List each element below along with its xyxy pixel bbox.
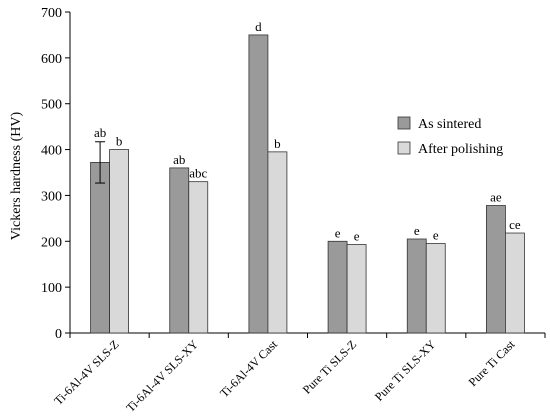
bar-letter-label: ae — [490, 190, 502, 205]
bar-as-sintered — [248, 34, 269, 334]
bar-as-sintered — [327, 240, 348, 334]
x-tick-label: Pure Ti Cast — [466, 337, 518, 389]
bar-as-sintered — [486, 205, 506, 334]
x-axis: Ti-6Al-4V SLS-Z Ti-6Al-4V SLS-XY Ti-6Al-4V… — [51, 332, 546, 415]
y-tick-label: 600 — [41, 52, 62, 67]
bar-as-sintered — [169, 167, 190, 334]
y-tick-label: 400 — [41, 144, 62, 159]
legend-swatch — [397, 116, 411, 130]
x-tick-label: Ti-6Al-4V SLS-XY — [123, 337, 201, 415]
x-tick-label: Pure Ti SLS-XY — [372, 337, 439, 404]
bar-after-polishing — [267, 151, 288, 334]
y-tick-label: 0 — [55, 327, 62, 342]
y-axis: 0 100 200 300 400 500 600 700 — [41, 6, 71, 342]
legend-label: After polishing — [418, 142, 503, 157]
bar-after-polishing — [188, 181, 209, 334]
bar-after-polishing — [109, 149, 129, 334]
bar-letter-label: d — [255, 19, 262, 34]
bar-letter-label: e — [414, 223, 420, 238]
y-tick-label: 500 — [41, 98, 62, 113]
y-axis-label: Vickers hardness (HV) — [9, 112, 24, 241]
y-tick-label: 700 — [41, 6, 62, 21]
y-tick-label: 300 — [41, 189, 62, 204]
legend-swatch — [397, 141, 411, 155]
legend-label: As sintered — [418, 117, 481, 132]
legend: As sintered After polishing — [397, 116, 503, 157]
x-tick-label: Pure Ti SLS-Z — [300, 337, 359, 396]
bar-letter-label: e — [354, 228, 360, 243]
x-tick-label: Ti-6Al-4V Cast — [217, 337, 280, 400]
bar-after-polishing — [425, 243, 446, 334]
bar-letter-label: ce — [509, 217, 521, 232]
bar-letter-label: b — [274, 136, 281, 151]
bar-letter-label: b — [116, 134, 123, 149]
y-tick-label: 200 — [41, 235, 62, 250]
bar-letter-label: e — [335, 225, 341, 240]
bar-letter-label: e — [433, 228, 439, 243]
bar-after-polishing — [346, 244, 367, 334]
bar-letter-label: ab — [173, 152, 185, 167]
bar-as-sintered — [406, 238, 427, 334]
bar-letter-label: ab — [94, 125, 106, 140]
bar-after-polishing — [505, 232, 525, 334]
bar-letter-label: abc — [189, 166, 207, 181]
x-tick-label: Ti-6Al-4V SLS-Z — [51, 337, 121, 407]
bar-as-sintered — [90, 162, 110, 334]
y-tick-label: 100 — [41, 281, 62, 296]
